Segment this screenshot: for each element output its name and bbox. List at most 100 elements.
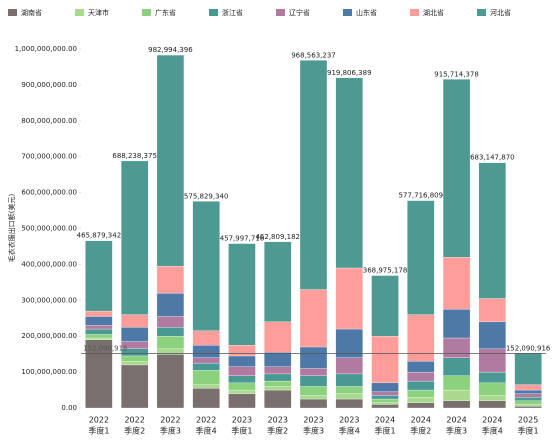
bar-segment bbox=[299, 60, 328, 290]
bar-segment bbox=[156, 327, 185, 337]
bar-segment bbox=[407, 389, 435, 398]
bar-segment bbox=[85, 316, 113, 326]
x-tick-label: 2025 bbox=[518, 416, 538, 425]
bar-segment bbox=[228, 243, 256, 346]
bar-segment bbox=[264, 380, 292, 387]
bar-segment bbox=[407, 371, 435, 382]
y-tick-label: 1,000,000,000.00 bbox=[15, 45, 77, 53]
legend-label: 湖北省 bbox=[423, 8, 444, 17]
y-tick-label: 200,000,000.00 bbox=[21, 332, 77, 340]
x-tick-label: 2022 bbox=[196, 416, 216, 425]
bar-segment bbox=[407, 200, 435, 315]
total-label: 683,147,870 bbox=[470, 154, 515, 162]
total-label: 575,829,340 bbox=[184, 192, 229, 200]
total-label: 465,879,342 bbox=[77, 232, 122, 240]
bar-segment bbox=[371, 275, 399, 337]
bar-segment bbox=[192, 388, 220, 409]
bar-segment bbox=[192, 201, 220, 331]
total-label: 968,563,237 bbox=[291, 51, 336, 59]
bar-segment bbox=[121, 361, 149, 366]
total-label: 577,716,809 bbox=[399, 192, 444, 200]
bar-segment bbox=[442, 400, 471, 409]
legend-label: 湖南省 bbox=[21, 8, 42, 17]
legend-swatch bbox=[410, 9, 419, 16]
legend-label: 广东省 bbox=[155, 8, 176, 17]
bar-segment bbox=[264, 241, 292, 322]
bar-segment bbox=[371, 404, 399, 409]
bar-segment bbox=[514, 404, 542, 407]
total-label: 915,714,378 bbox=[434, 70, 479, 78]
bar-segment bbox=[85, 328, 113, 335]
bar-segment bbox=[514, 353, 542, 385]
bar-segment bbox=[85, 325, 113, 330]
bar-segment bbox=[371, 395, 399, 400]
bar-segment bbox=[121, 364, 149, 409]
legend-label: 浙江省 bbox=[222, 8, 243, 17]
legend-label: 辽宁省 bbox=[289, 8, 310, 17]
legend-swatch bbox=[75, 9, 84, 16]
total-label: 919,806,389 bbox=[327, 69, 372, 77]
x-tick-label: 2024 bbox=[375, 416, 395, 425]
reference-label: 152,090,916 bbox=[83, 344, 128, 352]
bar-segment bbox=[228, 389, 256, 394]
bar-segment bbox=[228, 366, 256, 376]
total-label: 462,809,182 bbox=[255, 233, 300, 241]
bar-segment bbox=[85, 334, 113, 339]
legend-label: 河北省 bbox=[490, 8, 511, 17]
x-tick-label: 2024 bbox=[411, 416, 431, 425]
bar-segment bbox=[264, 352, 292, 367]
y-tick-label: 700,000,000.00 bbox=[21, 153, 77, 161]
y-tick-label: 100,000,000.00 bbox=[21, 368, 77, 376]
bar-segment bbox=[442, 357, 471, 376]
bar-segment bbox=[156, 353, 185, 409]
bar-segment bbox=[371, 391, 399, 396]
y-tick-label: 600,000,000.00 bbox=[21, 189, 77, 197]
x-tick-label: 季度1 bbox=[374, 426, 395, 436]
bar-segment bbox=[192, 357, 220, 364]
bar-segment bbox=[299, 289, 328, 348]
bar-segment bbox=[407, 397, 435, 403]
total-label: 457,997,716 bbox=[220, 235, 265, 243]
bar-segment bbox=[264, 366, 292, 375]
bar-segment bbox=[478, 400, 506, 409]
bar-segment bbox=[156, 316, 185, 328]
bar-segment bbox=[407, 380, 435, 391]
bar-segment bbox=[514, 400, 542, 405]
bar-segment bbox=[121, 314, 149, 328]
x-tick-label: 季度2 bbox=[410, 426, 431, 436]
y-tick-label: 400,000,000.00 bbox=[21, 260, 77, 268]
bar-segment bbox=[335, 373, 363, 387]
legend-label: 天津市 bbox=[88, 8, 109, 17]
x-tick-label: 季度2 bbox=[267, 426, 288, 436]
bar-segment bbox=[514, 406, 542, 409]
bar-segment bbox=[442, 375, 471, 391]
bar-segment bbox=[264, 373, 292, 382]
bar-segment bbox=[85, 310, 113, 317]
bar-segment bbox=[335, 267, 363, 330]
x-tick-label: 2024 bbox=[482, 416, 502, 425]
x-tick-label: 2022 bbox=[124, 416, 144, 425]
total-label: 152,090,916 bbox=[506, 344, 551, 352]
bar-segment bbox=[299, 386, 328, 396]
bar-segment bbox=[335, 393, 363, 400]
bar-segment bbox=[335, 398, 363, 409]
bar-segment bbox=[442, 257, 471, 310]
bar-segment bbox=[156, 54, 185, 267]
bar-segment bbox=[371, 398, 399, 403]
bar-segment bbox=[478, 371, 506, 384]
bar-segment bbox=[407, 314, 435, 362]
bar-segment bbox=[264, 386, 292, 391]
bar-segment bbox=[478, 395, 506, 401]
bar-segment bbox=[442, 79, 471, 258]
bar-segment bbox=[371, 336, 399, 384]
bar-segment bbox=[478, 321, 506, 349]
bar-segment bbox=[514, 393, 542, 398]
bar-segment bbox=[85, 337, 113, 340]
bar-segment bbox=[121, 327, 149, 342]
total-label: 368,975,178 bbox=[363, 267, 408, 275]
bar-segment bbox=[478, 162, 506, 299]
y-tick-label: 300,000,000.00 bbox=[21, 296, 77, 304]
bar-segment bbox=[156, 292, 185, 317]
x-tick-label: 2023 bbox=[232, 416, 252, 425]
x-tick-label: 季度4 bbox=[482, 426, 503, 436]
